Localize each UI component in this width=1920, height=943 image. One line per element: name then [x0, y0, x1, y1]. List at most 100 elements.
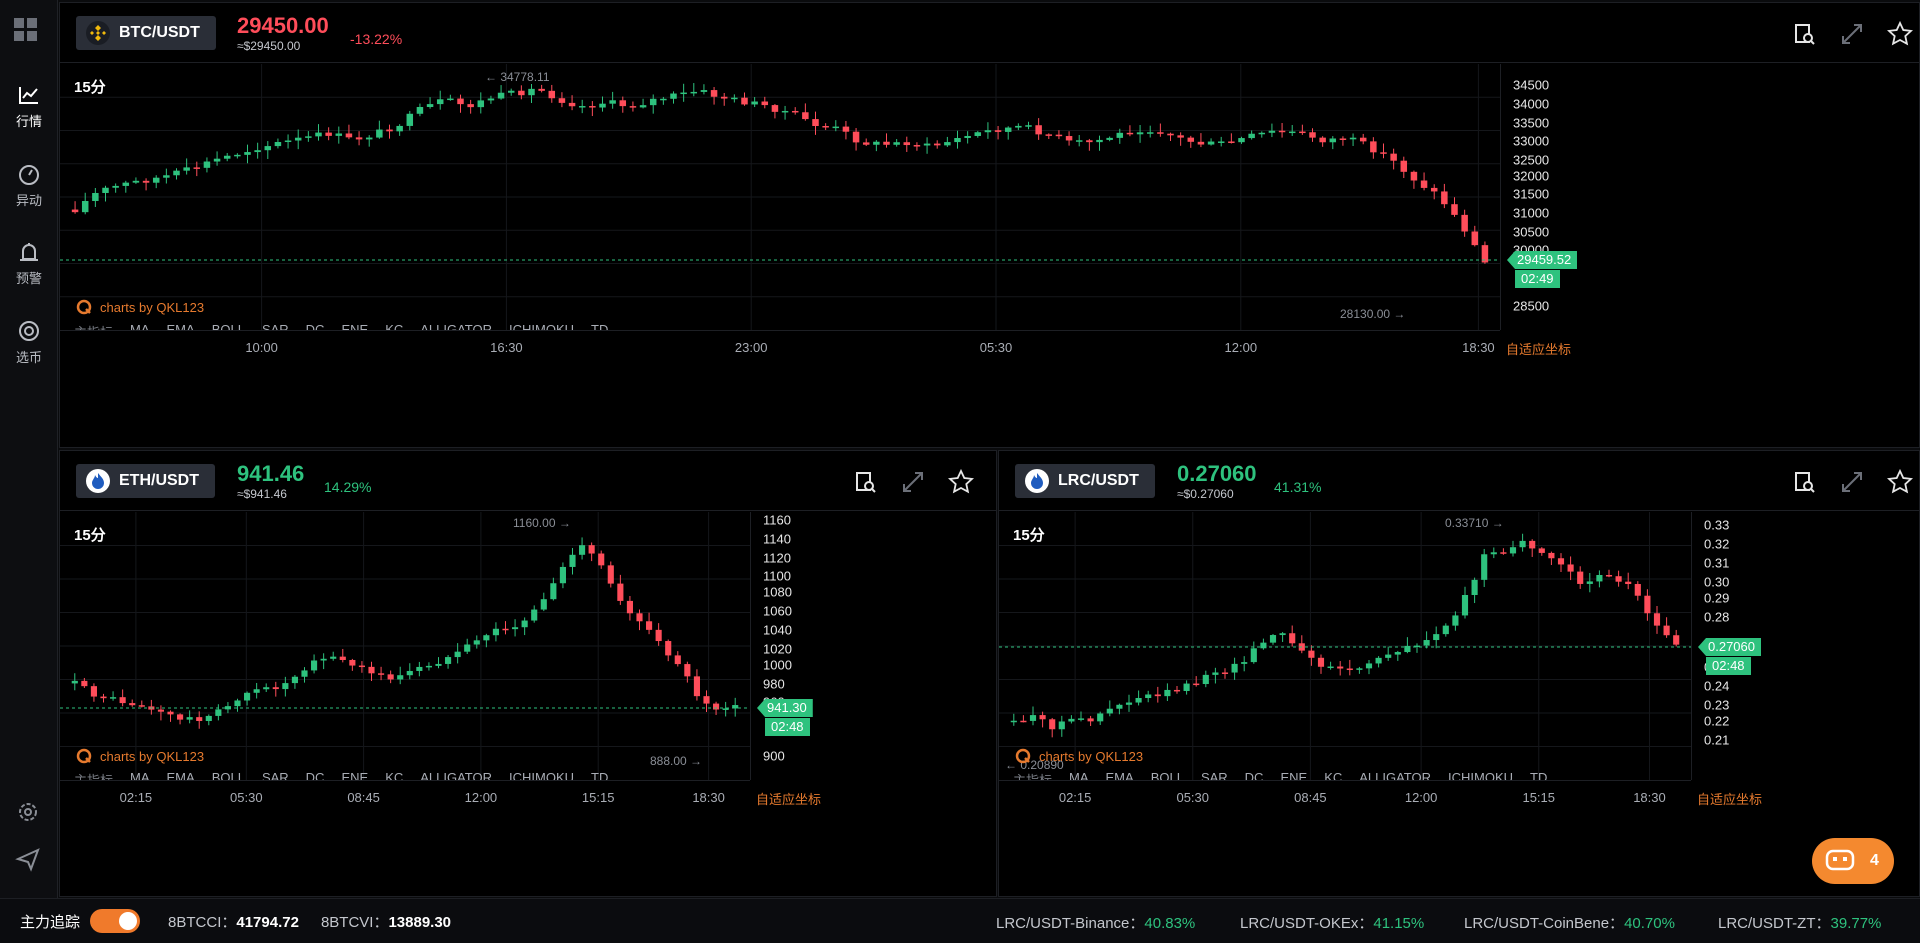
autofit-scale-button[interactable]: 自适应坐标 [1506, 342, 1572, 357]
candle [477, 92, 485, 114]
candle [1268, 123, 1276, 138]
index-name: 8BTCCI： [168, 913, 237, 931]
expand-icon[interactable] [900, 469, 926, 495]
tracking-toggle[interactable] [90, 909, 141, 933]
time-tick-label: 12:00 [1404, 790, 1438, 805]
candle [502, 621, 509, 635]
candle [528, 83, 535, 104]
candle [964, 131, 971, 144]
candle [538, 84, 545, 93]
candle [90, 683, 97, 702]
favorite-star-icon[interactable] [947, 468, 975, 495]
high-price-marker: 0.33710 → [1445, 516, 1504, 530]
candle [274, 138, 282, 149]
sidebar-item-alert[interactable]: 预警 [0, 241, 58, 287]
autofit-scale-button[interactable]: 自适应坐标 [1697, 792, 1763, 807]
candle [1167, 132, 1174, 141]
candle [1157, 123, 1164, 137]
candle [1605, 569, 1613, 578]
candle [626, 595, 633, 621]
candle [649, 94, 657, 114]
candle [693, 669, 700, 701]
sidebar-item-select-coin[interactable]: 选币 [0, 320, 58, 366]
candle [507, 88, 515, 96]
pair-selector[interactable]: BTC/USDT [76, 16, 216, 50]
candle [358, 661, 365, 673]
bottom-status-bar: 主力追踪 8BTCCI：41794.72 8BTCVI：13889.30 LRC… [0, 898, 1920, 943]
high-price-marker: 1160.00 → [513, 516, 571, 530]
timeframe-label[interactable]: 15分 [74, 79, 106, 96]
candle [454, 643, 461, 664]
candle [741, 92, 748, 106]
exchange-stat-zt[interactable]: LRC/USDT-ZT：39.77% [1718, 912, 1881, 933]
time-axis[interactable]: 02:15 05:30 08:45 12:00 15:15 18:30 [999, 780, 1691, 812]
candle [1452, 611, 1459, 631]
candle [1145, 690, 1152, 703]
candle [609, 91, 616, 109]
exchange-stat-coinbene[interactable]: LRC/USDT-CoinBene：40.70% [1464, 912, 1675, 933]
exchange-stat-okex[interactable]: LRC/USDT-OKEx：41.15% [1240, 912, 1424, 933]
candle [1390, 148, 1397, 170]
candle [558, 92, 566, 108]
candle [397, 666, 404, 685]
expand-icon[interactable] [1839, 469, 1865, 495]
candle [1413, 643, 1421, 653]
search-record-icon[interactable] [1791, 469, 1817, 495]
candle [1356, 666, 1363, 674]
candle [842, 120, 850, 140]
search-record-icon[interactable] [1791, 21, 1817, 47]
candle [639, 98, 647, 109]
time-axis[interactable]: 02:15 05:30 08:45 12:00 15:15 18:30 [60, 780, 750, 812]
sidebar-item-market[interactable]: 行情 [0, 84, 58, 130]
candle [1106, 136, 1113, 142]
autofit-scale-button[interactable]: 自适应坐标 [756, 792, 822, 807]
candle [1177, 132, 1184, 146]
search-record-icon[interactable] [852, 469, 878, 495]
price-tick-label: 1040 [763, 622, 792, 638]
price-tick-label: 900 [763, 748, 785, 764]
expand-icon[interactable] [1839, 21, 1865, 47]
exchange-value: 40.83% [1144, 915, 1196, 932]
timeframe-label[interactable]: 15分 [1013, 527, 1045, 544]
favorite-star-icon[interactable] [1886, 468, 1914, 495]
panel-tools [1791, 468, 1914, 495]
panel-header: LRC/USDT 0.27060 ≈$0.27060 41.31% [999, 451, 1919, 511]
exchange-stat-binance[interactable]: LRC/USDT-Binance：40.83% [996, 912, 1195, 933]
favorite-star-icon[interactable] [1886, 20, 1914, 47]
candle [436, 90, 444, 110]
chat-bot-button[interactable]: 4 [1812, 838, 1894, 884]
current-price-tag: 0.27060 [1698, 638, 1761, 656]
pair-selector[interactable]: ETH/USDT [76, 464, 215, 498]
sidebar-item-label: 预警 [15, 271, 42, 286]
sidebar-item-movement[interactable]: 异动 [0, 163, 58, 209]
pair-selector[interactable]: LRC/USDT [1015, 464, 1155, 498]
gear-icon[interactable] [14, 798, 42, 826]
candle [435, 657, 442, 669]
timeframe-label[interactable]: 15分 [74, 527, 106, 544]
candle [1519, 533, 1526, 552]
exchange-name: LRC/USDT-ZT： [1718, 915, 1831, 932]
candle [213, 151, 221, 166]
candle [1471, 577, 1478, 604]
price-axis[interactable]: 34500 34000 33500 33000 32500 32000 31500 31000… [1500, 64, 1578, 330]
candle [883, 133, 890, 148]
send-icon[interactable] [14, 845, 42, 873]
candle [1193, 676, 1200, 687]
candle [660, 96, 667, 105]
candlestick-chart [60, 64, 1500, 330]
candle [132, 177, 140, 184]
candle-countdown: 02:49 [1515, 270, 1560, 288]
candle [1055, 130, 1063, 140]
candle [751, 97, 758, 108]
time-axis[interactable]: 10:00 16:30 23:00 05:30 12:00 18:30 [60, 330, 1500, 362]
grid-menu-icon[interactable] [12, 16, 40, 44]
candle [177, 713, 184, 725]
price-tick-label: 31000 [1513, 205, 1550, 221]
candle [589, 101, 596, 117]
price-axis[interactable]: 0.330.320.310.300.290.280.250.240.230.22… [1691, 512, 1761, 780]
candle [550, 577, 557, 601]
price-axis[interactable]: 1160 1140 1120 1100 1080 1060 1040 1020 1000 980 9… [750, 512, 822, 780]
